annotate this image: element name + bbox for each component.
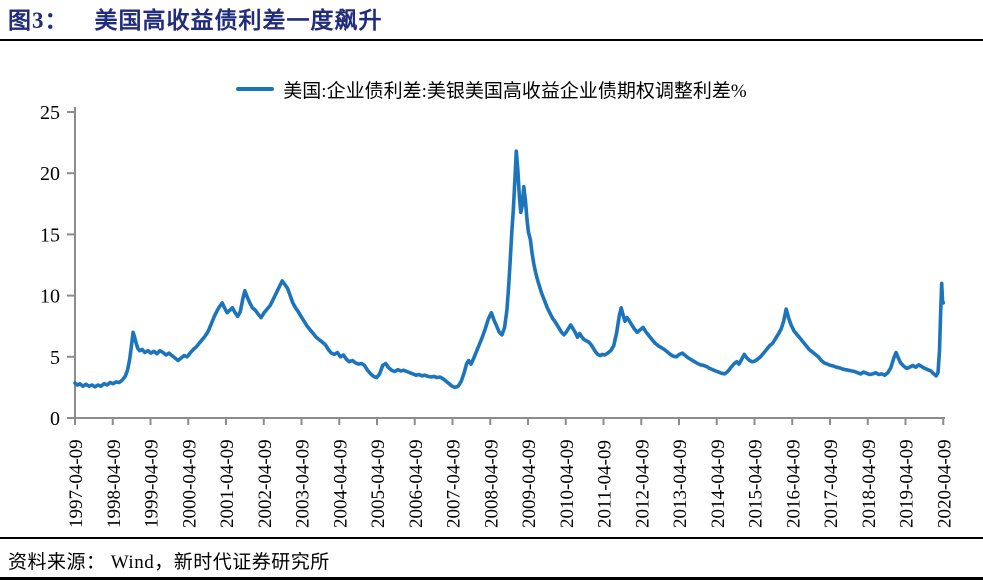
y-axis-label: 15 [40, 224, 60, 246]
y-axis-label: 10 [40, 286, 60, 308]
x-axis-label: 2002-04-09 [255, 439, 276, 528]
x-axis-label: 2016-04-09 [783, 439, 804, 528]
figure-label: 图3： [8, 8, 69, 33]
chart-canvas: 0 5 10 15 20 25 1997-04-09 1998-04-09 1999-04-09… [40, 102, 955, 528]
x-axis-label: 2020-04-09 [934, 439, 955, 528]
x-axis-label: 2007-04-09 [444, 439, 465, 528]
x-axis-label: 2013-04-09 [670, 439, 691, 528]
x-axis-label: 2006-04-09 [406, 439, 427, 528]
spread-line-series [73, 149, 946, 390]
x-axis-label: 2005-04-09 [368, 439, 389, 528]
chart-legend: 美国:企业债利差:美银美国高收益企业债期权调整利差% [0, 77, 983, 102]
x-axis-label: 2010-04-09 [557, 439, 578, 528]
x-axis-label: 1998-04-09 [104, 439, 125, 528]
y-axis-label: 25 [40, 102, 60, 124]
bottom-divider [0, 577, 983, 580]
x-axis-label: 2018-04-09 [859, 439, 880, 528]
x-axis-label: 2000-04-09 [179, 439, 200, 528]
x-axis-label: 1997-04-09 [66, 439, 87, 528]
source-note: 资料来源： Wind，新时代证券研究所 [0, 537, 983, 574]
y-axis-label: 0 [50, 408, 60, 430]
x-axis-label: 2019-04-09 [897, 439, 918, 528]
y-axis-label: 20 [40, 163, 60, 185]
page-title: 美国高收益债利差一度飙升 [94, 8, 383, 33]
x-axis-label: 2014-04-09 [708, 439, 729, 528]
x-axis-label: 2003-04-09 [293, 439, 314, 528]
x-axis-label: 2008-04-09 [481, 439, 502, 528]
legend-label: 美国:企业债利差:美银美国高收益企业债期权调整利差% [283, 80, 747, 102]
x-axis-label: 2004-04-09 [330, 439, 351, 528]
x-axis-label: 2011-04-09 [595, 440, 616, 528]
legend-line-swatch [236, 86, 275, 92]
y-axis-label: 5 [50, 347, 60, 369]
x-axis-label: 2009-04-09 [519, 439, 540, 528]
x-axis-label: 2012-04-09 [632, 439, 653, 528]
page-title-row: 图3： 美国高收益债利差一度飙升 [0, 0, 983, 41]
x-axis-label: 2001-04-09 [217, 439, 238, 528]
x-axis-label: 2017-04-09 [821, 439, 842, 528]
x-axis-label: 1999-04-09 [142, 439, 163, 528]
x-axis-label: 2015-04-09 [746, 439, 767, 528]
